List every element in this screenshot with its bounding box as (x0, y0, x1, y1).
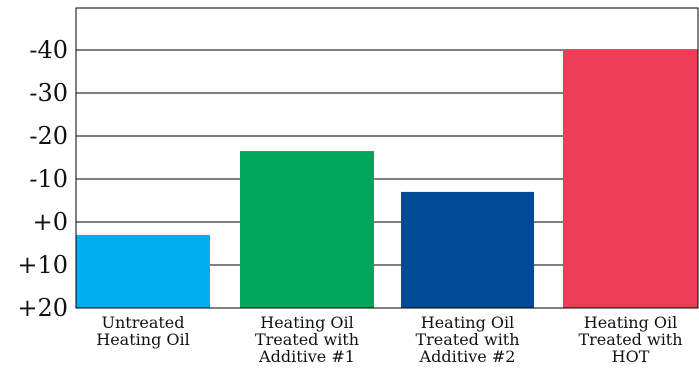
x-category-label-line: HOT (612, 347, 650, 366)
y-axis-tick-labels: -40 -30 -20 -10 +0 +10 +20 (17, 36, 68, 322)
y-tick-label: -20 (29, 122, 68, 150)
x-category-label-line: Treated with (255, 330, 359, 349)
y-tick-label: +10 (17, 251, 68, 279)
x-category-label: Heating Oil Treated with Additive #2 (415, 313, 519, 366)
x-category-label-line: Heating Oil (421, 313, 515, 332)
y-tick-label: -10 (29, 165, 68, 193)
bar (240, 151, 374, 308)
y-tick-label: +20 (17, 294, 68, 322)
y-tick-label: +0 (33, 208, 68, 236)
x-category-label-line: Additive #2 (419, 347, 516, 366)
y-tick-label: -30 (29, 79, 68, 107)
x-category-label-line: Heating Oil (584, 313, 678, 332)
x-category-label: Untreated Heating Oil (96, 313, 190, 349)
bars (76, 50, 698, 308)
bar (401, 191, 534, 308)
x-category-label-line: Untreated (101, 313, 184, 332)
x-category-label: Heating Oil Treated with Additive #1 (255, 313, 359, 366)
x-category-label-line: Additive #1 (258, 347, 355, 366)
x-category-label-line: Treated with (415, 330, 519, 349)
plot-frame (75, 7, 699, 309)
bar (76, 234, 210, 308)
y-tick-label: -40 (29, 36, 68, 64)
x-category-label-line: Treated with (578, 330, 682, 349)
x-category-label-line: Heating Oil (260, 313, 354, 332)
bar (563, 50, 698, 308)
x-category-label-line: Heating Oil (96, 330, 190, 349)
x-category-label: Heating Oil Treated with HOT (578, 313, 682, 366)
